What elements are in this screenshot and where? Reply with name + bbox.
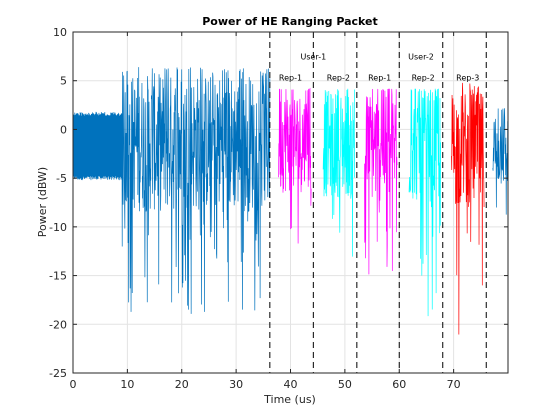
annotation-label: Rep-2 <box>327 74 350 83</box>
annotation-label: User-2 <box>408 52 434 61</box>
y-tick-label: 5 <box>60 75 67 88</box>
y-axis-label: Power (dBW) <box>36 167 49 237</box>
signal-series-0 <box>73 67 271 314</box>
annotation-label: User-1 <box>300 52 326 61</box>
x-tick-label: 50 <box>338 378 352 391</box>
signal-series-2 <box>322 88 356 257</box>
signal-series-6 <box>492 108 508 215</box>
signal-series-1 <box>278 87 312 244</box>
x-tick-label: 70 <box>447 378 461 391</box>
annotation-label: Rep-1 <box>279 74 302 83</box>
x-tick-label: 40 <box>284 378 298 391</box>
y-tick-label: -10 <box>49 221 67 234</box>
x-tick-label: 10 <box>120 378 134 391</box>
x-tick-label: 20 <box>175 378 189 391</box>
y-tick-label: -25 <box>49 367 67 380</box>
chart-title: Power of HE Ranging Packet <box>202 15 378 28</box>
annotation-label: Rep-1 <box>368 74 391 83</box>
signal-series-4 <box>408 88 441 317</box>
y-tick-label: 0 <box>60 123 67 136</box>
plot-area <box>73 32 508 373</box>
annotation-label: Rep-3 <box>456 74 479 83</box>
x-tick-label: 0 <box>70 378 77 391</box>
y-tick-label: -15 <box>49 270 67 283</box>
annotation-label: Rep-2 <box>412 74 435 83</box>
y-tick-label: -5 <box>56 172 67 185</box>
x-axis-label: Time (us) <box>263 393 316 406</box>
signal-series-3 <box>364 88 398 275</box>
y-tick-label: 10 <box>53 26 67 39</box>
x-tick-label: 30 <box>229 378 243 391</box>
y-tick-label: -20 <box>49 318 67 331</box>
signal-series-5 <box>451 82 485 335</box>
x-tick-label: 60 <box>392 378 406 391</box>
